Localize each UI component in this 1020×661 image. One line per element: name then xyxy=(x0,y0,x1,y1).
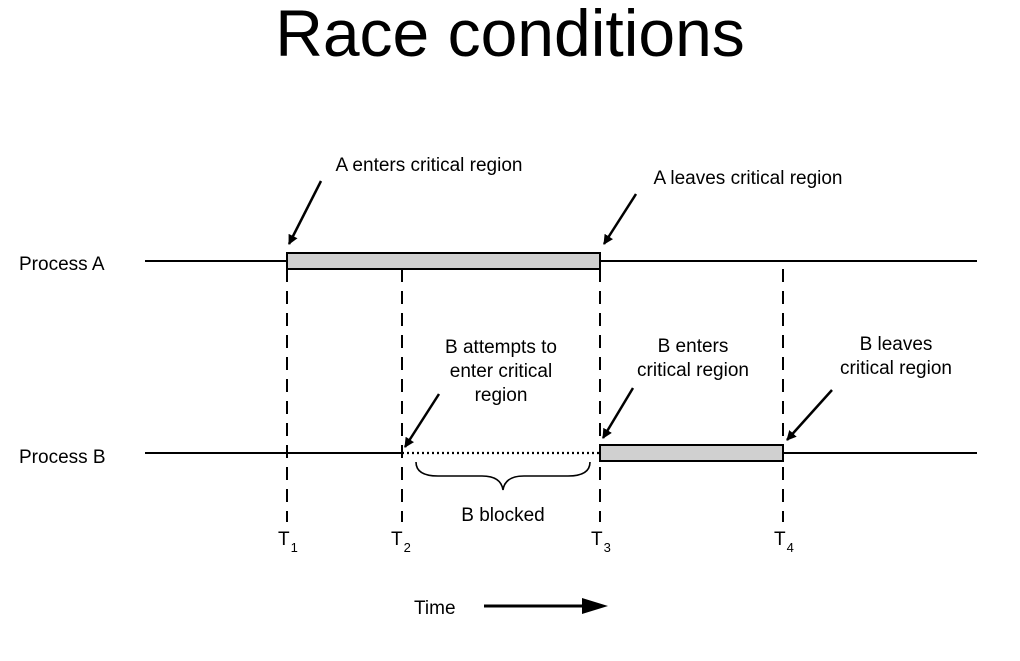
page-title: Race conditions xyxy=(275,0,745,70)
b-blocked-brace xyxy=(415,461,591,491)
b-attempts-arrow xyxy=(403,393,441,448)
b-attempts-label-line-2: enter critical xyxy=(450,361,552,382)
a-leaves-label: A leaves critical region xyxy=(653,168,842,189)
b-enters-arrow xyxy=(601,387,635,439)
b-enters-label-line-2: critical region xyxy=(637,360,749,381)
process-b-label: Process B xyxy=(19,447,106,468)
b-leaves-label-line-2: critical region xyxy=(840,358,952,379)
b-leaves-arrow xyxy=(786,389,833,441)
b-leaves-label-line-1: B leaves xyxy=(860,334,933,355)
a-enters-label: A enters critical region xyxy=(336,155,523,176)
a-leaves-arrow xyxy=(602,193,638,245)
t3-label: T3 xyxy=(591,529,611,555)
process-a-label: Process A xyxy=(19,254,105,275)
b-blocked-label: B blocked xyxy=(461,505,544,526)
a-enters-arrow xyxy=(287,180,323,245)
b-enters-label-line-1: B enters xyxy=(658,336,729,357)
t2-label: T2 xyxy=(391,529,411,555)
time-arrow-icon xyxy=(582,598,608,614)
b-attempts-label-line-1: B attempts to xyxy=(445,337,557,358)
time-axis-label: Time xyxy=(414,598,456,619)
t1-label: T1 xyxy=(278,529,298,555)
b-attempts-label-line-3: region xyxy=(475,385,528,406)
t4-label: T4 xyxy=(774,529,794,555)
process-b-critical-region xyxy=(599,444,784,462)
process-a-critical-region xyxy=(286,252,601,270)
